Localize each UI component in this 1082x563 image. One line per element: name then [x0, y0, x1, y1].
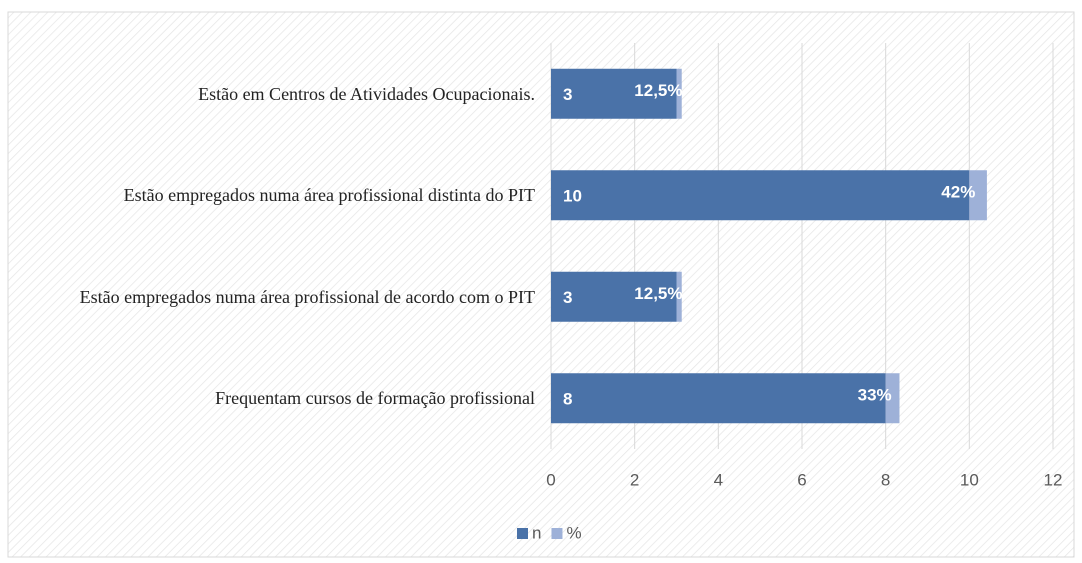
x-tick-label: 10 [960, 470, 979, 489]
data-label: 3 [563, 288, 572, 307]
background [7, 11, 1075, 558]
data-label: 3 [563, 85, 572, 104]
data-label: 42% [941, 183, 975, 202]
x-tick-label: 2 [630, 470, 639, 489]
x-tick-label: 12 [1044, 470, 1063, 489]
legend-label: % [566, 523, 581, 542]
bar [551, 271, 677, 322]
x-tick-label: 8 [881, 470, 890, 489]
category-text: Estão em Centros de Atividades Ocupacion… [198, 83, 535, 104]
bar [676, 271, 682, 322]
data-label: 33% [858, 386, 892, 405]
data-label: 10 [563, 187, 582, 206]
y-tick-label: Estão empregados numa área profissional … [10, 267, 535, 327]
y-tick-label: Estão empregados numa área profissional … [10, 165, 535, 225]
data-label: 12,5% [634, 284, 682, 303]
y-tick-label: Estão em Centros de Atividades Ocupacion… [10, 64, 535, 124]
x-tick-label: 4 [714, 470, 723, 489]
bar [551, 170, 970, 221]
data-label: 12,5% [634, 81, 682, 100]
bar [885, 373, 900, 424]
legend-label: n [532, 523, 541, 542]
bar [551, 373, 886, 424]
bar [676, 68, 682, 119]
legend-swatch [551, 528, 563, 539]
category-text: Estão empregados numa área profissional … [123, 185, 535, 206]
bar [969, 170, 987, 221]
legend-swatch [517, 528, 528, 539]
category-text: Estão empregados numa área profissional … [79, 286, 535, 307]
x-tick-label: 0 [546, 470, 555, 489]
x-tick-label: 6 [797, 470, 806, 489]
category-text: Frequentam cursos de formação profission… [215, 388, 535, 409]
data-label: 8 [563, 390, 572, 409]
y-tick-label: Frequentam cursos de formação profission… [10, 368, 535, 428]
bar [551, 68, 677, 119]
